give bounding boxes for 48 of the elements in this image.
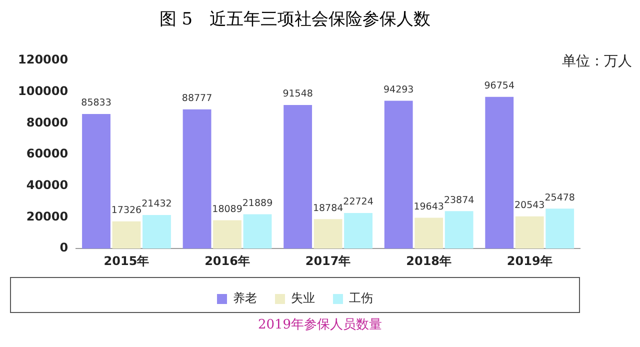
bar bbox=[243, 214, 272, 249]
chart-title: 图 5 近五年三项社会保险参保人数 bbox=[159, 10, 431, 30]
data-label: 23874 bbox=[444, 194, 474, 206]
bar bbox=[485, 96, 514, 249]
x-tick-label: 2017年 bbox=[305, 254, 351, 268]
data-label: 21432 bbox=[142, 198, 172, 210]
bar bbox=[344, 212, 372, 249]
legend-label: 失业 bbox=[291, 291, 315, 306]
bar bbox=[444, 211, 474, 249]
x-tick-label: 2016年 bbox=[204, 254, 250, 268]
y-tick-label: 60000 bbox=[26, 146, 68, 161]
data-label: 18784 bbox=[312, 202, 344, 214]
bar bbox=[515, 216, 544, 249]
bar bbox=[213, 220, 242, 249]
data-label: 96754 bbox=[484, 80, 514, 92]
data-label: 91548 bbox=[282, 88, 313, 100]
y-tick-label: 120000 bbox=[18, 52, 68, 67]
data-label: 25478 bbox=[544, 192, 575, 204]
data-label: 20543 bbox=[514, 200, 545, 212]
bar bbox=[112, 221, 141, 249]
data-label: 17326 bbox=[111, 205, 142, 216]
data-label: 22724 bbox=[343, 196, 374, 208]
text: 2019年参保人员数量 bbox=[258, 317, 382, 332]
bar bbox=[384, 100, 413, 249]
y-tick-label: 20000 bbox=[26, 209, 68, 224]
data-label: 21889 bbox=[242, 198, 273, 209]
bar bbox=[142, 214, 171, 249]
y-tick-label: 0 bbox=[60, 240, 68, 255]
bar bbox=[182, 109, 212, 249]
legend-label: 养老 bbox=[233, 291, 257, 306]
bar bbox=[284, 105, 312, 249]
y-tick-label: 100000 bbox=[18, 84, 68, 98]
y-tick-label: 80000 bbox=[26, 115, 68, 130]
data-label: 85833 bbox=[81, 98, 112, 109]
bar bbox=[82, 114, 110, 249]
y-tick-label: 40000 bbox=[26, 178, 68, 192]
data-label: 19643 bbox=[414, 202, 444, 213]
legend-label: 工伤 bbox=[349, 291, 373, 306]
bar bbox=[414, 218, 444, 249]
x-tick-label: 2018年 bbox=[406, 254, 452, 268]
data-label: 18089 bbox=[212, 204, 242, 215]
x-tick-label: 2019年 bbox=[506, 254, 552, 268]
data-label: 94293 bbox=[383, 84, 414, 96]
data-label: 88777 bbox=[182, 93, 212, 104]
bar bbox=[546, 208, 574, 249]
x-tick-label: 2015年 bbox=[104, 254, 150, 268]
bar bbox=[314, 219, 342, 249]
annotation: 单位：万人 bbox=[562, 54, 632, 70]
